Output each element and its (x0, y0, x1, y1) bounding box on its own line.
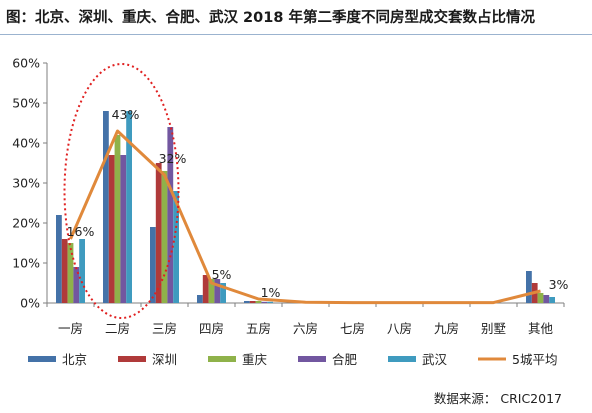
y-tick-label: 20% (12, 216, 40, 231)
bar (202, 275, 209, 303)
bar (126, 111, 132, 303)
y-tick-label: 60% (12, 56, 40, 71)
y-tick-label: 10% (12, 256, 40, 271)
x-tick-label: 别墅 (481, 321, 506, 336)
x-tick-label: 二房 (105, 321, 130, 336)
legend-swatch (388, 356, 416, 362)
legend-label: 合肥 (332, 352, 358, 367)
bar (79, 239, 85, 303)
data-source: 数据来源： CRIC2017 (433, 391, 562, 406)
legend-swatch (28, 356, 56, 362)
x-tick-label: 其他 (528, 321, 554, 336)
bar (167, 127, 174, 303)
bar (267, 301, 273, 303)
y-tick-label: 0% (20, 296, 40, 311)
data-label: 5% (212, 267, 232, 282)
average-line (69, 129, 541, 305)
legend-label: 北京 (62, 352, 87, 367)
legend-label: 武汉 (422, 352, 448, 367)
x-tick-label: 四房 (199, 321, 224, 336)
x-tick-label: 一房 (58, 321, 83, 336)
bar (161, 171, 168, 303)
legend-label: 重庆 (242, 352, 268, 367)
y-tick-label: 30% (12, 176, 40, 191)
bar (173, 191, 179, 303)
bar (220, 283, 226, 303)
bar (537, 293, 544, 303)
bar (208, 279, 215, 303)
legend-label: 5城平均 (512, 352, 557, 367)
x-tick-label: 三房 (152, 321, 177, 336)
bar (108, 155, 115, 303)
legend-swatch (118, 356, 146, 362)
x-tick-label: 五房 (246, 321, 271, 336)
bar (150, 227, 156, 303)
bar (67, 243, 74, 303)
highlight-ellipse (63, 63, 180, 319)
legend-swatch (208, 356, 236, 362)
bar (61, 239, 68, 303)
data-label: 43% (112, 107, 140, 122)
bar (261, 301, 268, 303)
bar (56, 215, 62, 303)
bar (249, 301, 256, 303)
bar (73, 267, 80, 303)
bar (197, 295, 203, 303)
data-label: 32% (159, 151, 187, 166)
bar (543, 295, 550, 303)
title-divider (0, 34, 592, 35)
bar (120, 155, 127, 303)
bar (526, 271, 532, 303)
x-tick-label: 九房 (434, 321, 459, 336)
x-tick-label: 八房 (387, 321, 412, 336)
bar (244, 301, 250, 303)
x-tick-label: 六房 (293, 321, 318, 336)
bar (214, 279, 221, 303)
x-tick-label: 七房 (340, 321, 365, 336)
bar (103, 111, 109, 303)
legend-label: 深圳 (152, 352, 177, 367)
y-tick-label: 40% (12, 136, 40, 151)
y-tick-label: 50% (12, 96, 40, 111)
bar (549, 297, 555, 303)
bar (155, 163, 162, 303)
bar (114, 135, 121, 303)
data-label: 16% (67, 224, 95, 239)
bar (255, 301, 262, 303)
legend-swatch (298, 356, 326, 362)
data-label: 3% (549, 277, 569, 292)
chart-title: 图：北京、深圳、重庆、合肥、武汉 2018 年第二季度不同房型成交套数占比情况 (6, 10, 535, 26)
data-label: 1% (261, 285, 281, 300)
